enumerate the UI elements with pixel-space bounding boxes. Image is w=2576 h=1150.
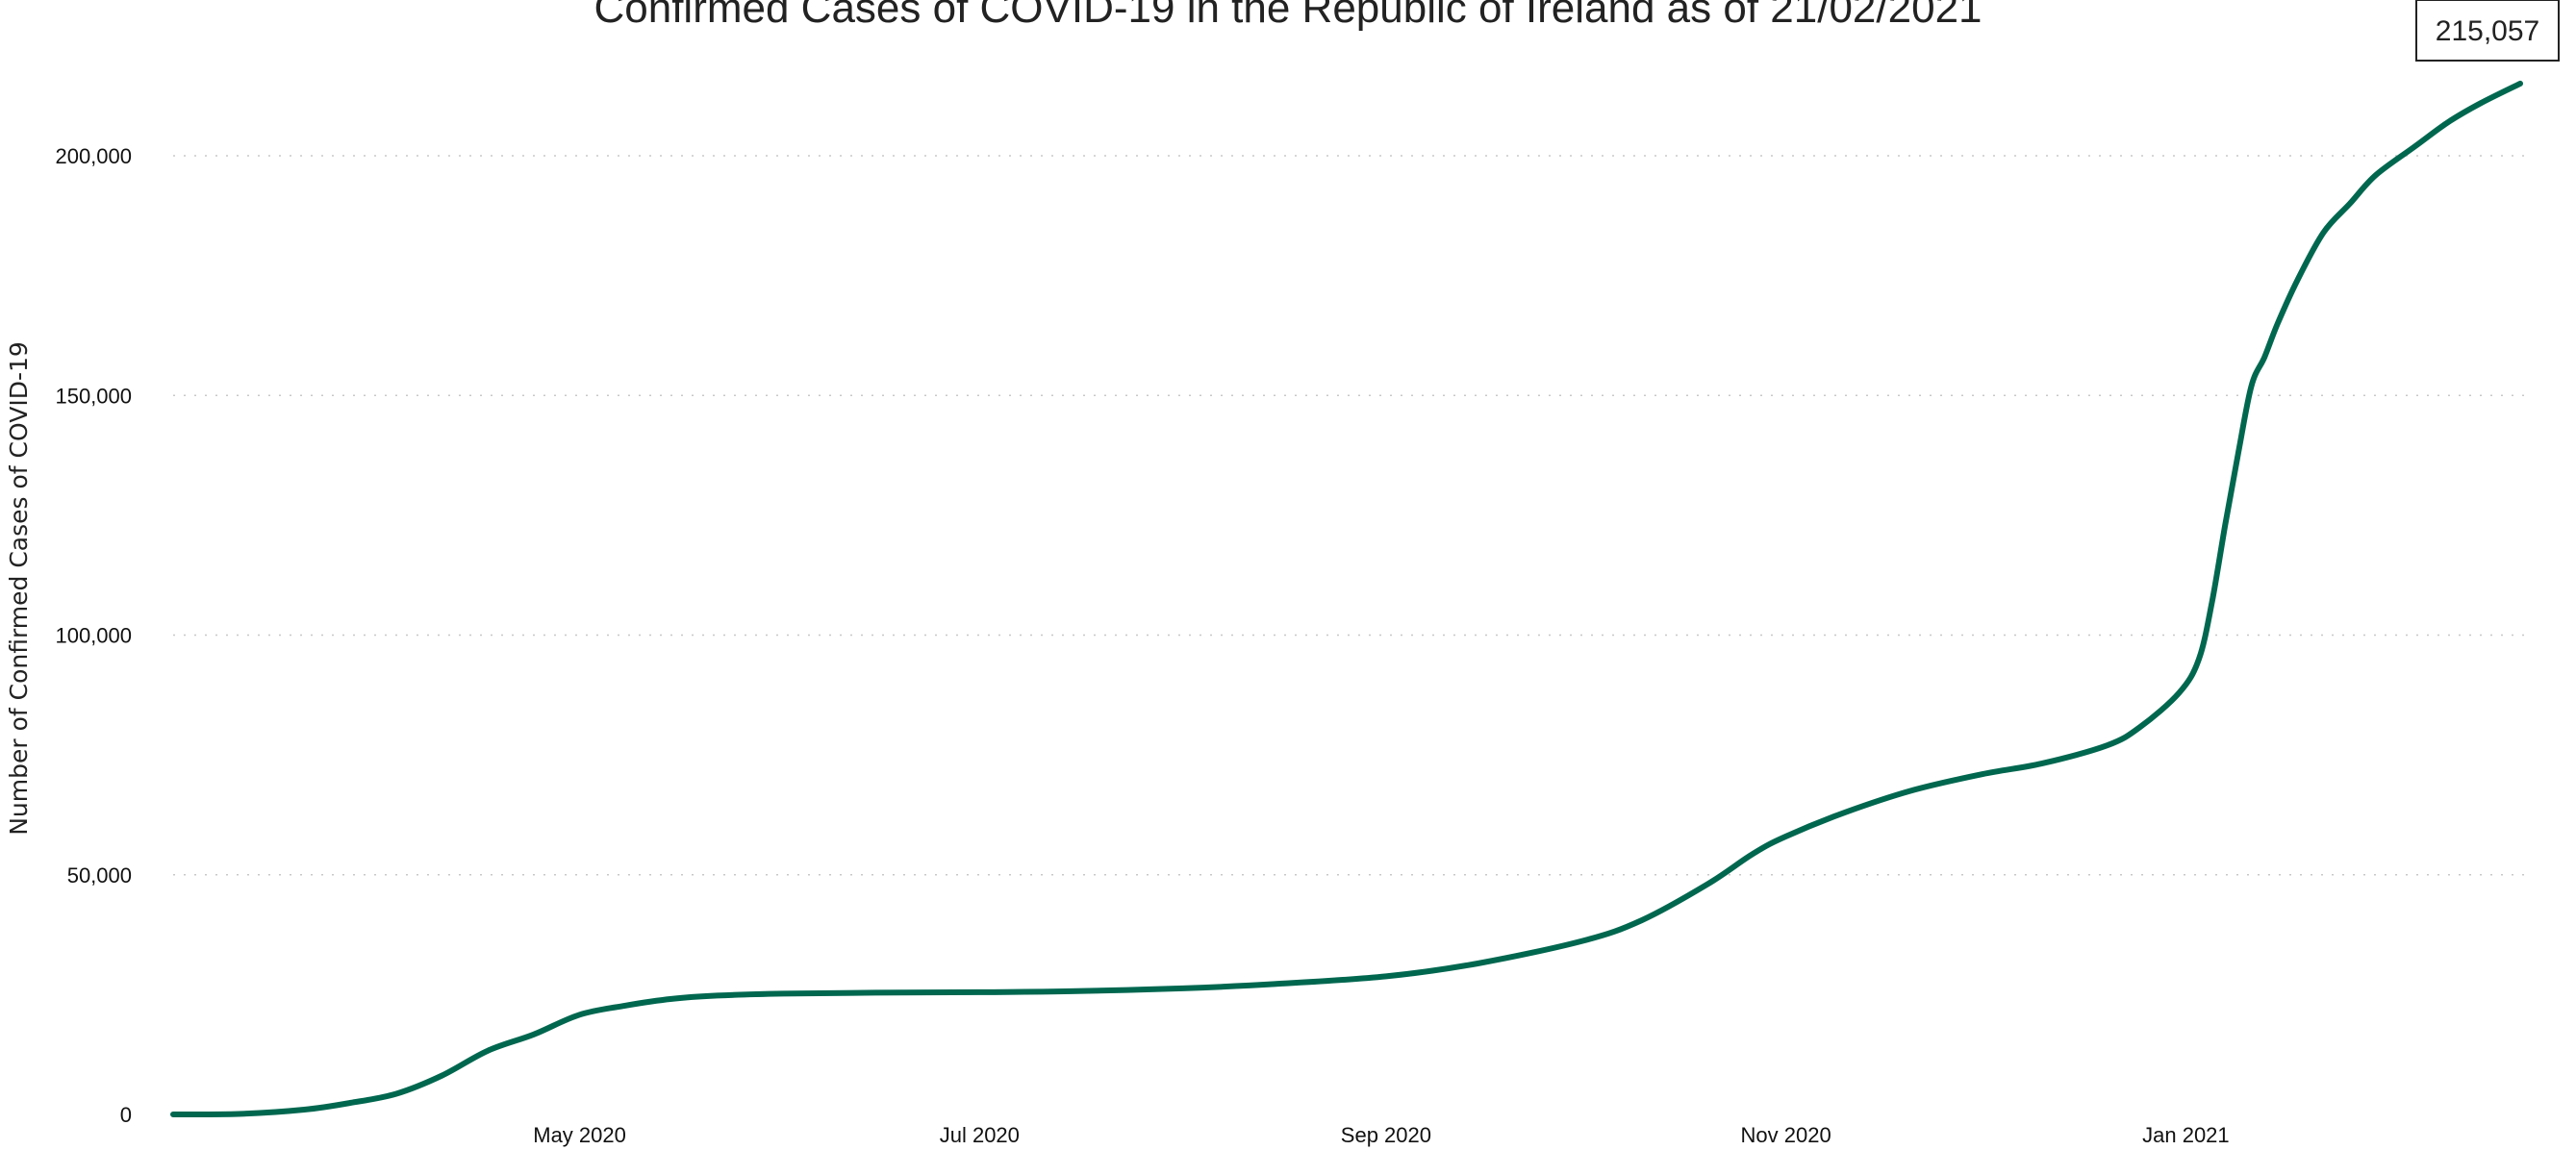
- series-line: [170, 80, 2523, 1118]
- grid-lines: [173, 155, 2525, 876]
- chart-title: Confirmed Cases of COVID-19 in the Repub…: [593, 0, 1982, 32]
- x-tick-label: Jul 2020: [940, 1123, 1020, 1147]
- x-tick-label: Nov 2020: [1741, 1123, 1831, 1147]
- y-tick-label: 50,000: [67, 863, 132, 888]
- y-axis-label: Number of Confirmed Cases of COVID-19: [5, 341, 33, 836]
- x-tick-label: May 2020: [533, 1123, 626, 1147]
- y-axis-ticks: 0 50,000 100,000 150,000 200,000: [55, 144, 132, 1127]
- x-tick-label: Sep 2020: [1341, 1123, 1431, 1147]
- y-tick-label: 150,000: [55, 384, 132, 408]
- x-axis-ticks: May 2020 Jul 2020 Sep 2020 Nov 2020 Jan 2021: [533, 1123, 2229, 1147]
- callout-box: [2415, 0, 2560, 62]
- y-tick-label: 100,000: [55, 624, 132, 648]
- latest-value-callout: 215,057: [2415, 0, 2560, 62]
- y-tick-label: 200,000: [55, 144, 132, 168]
- x-tick-label: Jan 2021: [2142, 1123, 2230, 1147]
- callout-label: 215,057: [2436, 15, 2539, 47]
- y-tick-label: 0: [120, 1103, 132, 1127]
